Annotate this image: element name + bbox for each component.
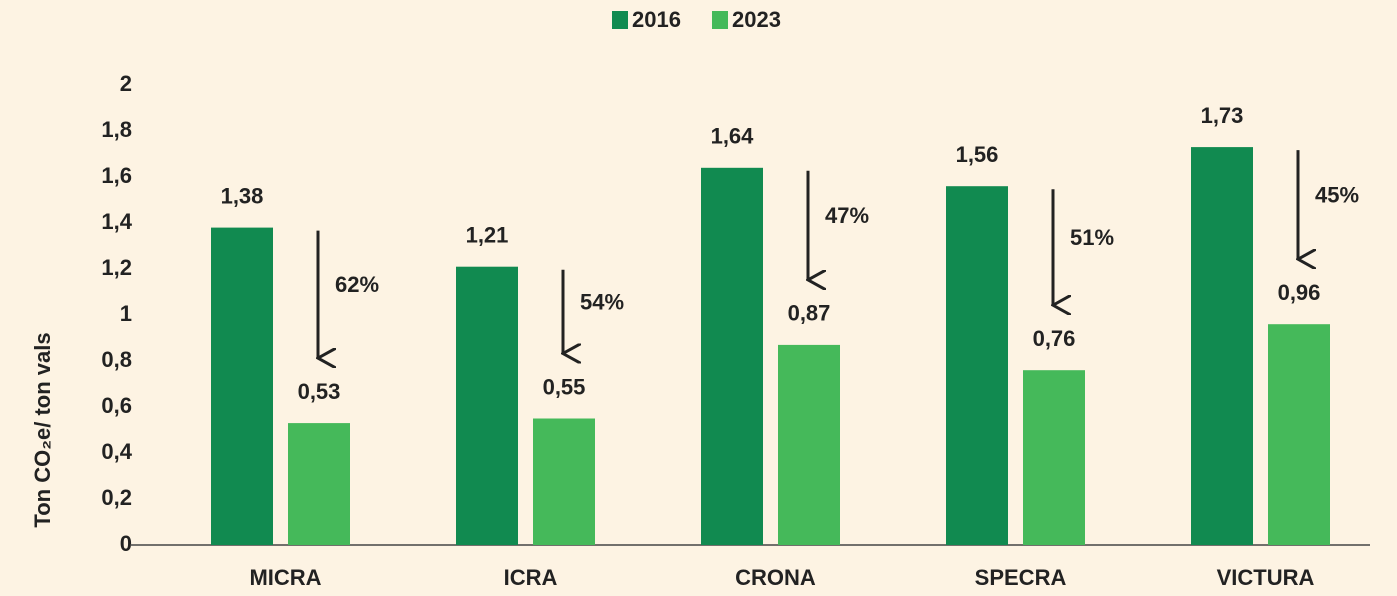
y-tick-label: 1,4 <box>101 209 132 234</box>
annotation: 45% <box>1315 182 1359 207</box>
value-label: 1,21 <box>466 223 509 248</box>
y-tick-label: 0,6 <box>101 393 132 418</box>
bar <box>211 227 273 545</box>
value-label: 0,87 <box>788 301 831 326</box>
y-tick-label: 2 <box>120 71 132 96</box>
value-label: 1,73 <box>1201 103 1244 128</box>
legend-swatch <box>612 11 628 29</box>
bar <box>946 186 1008 545</box>
x-tick-label: MICRA <box>249 565 321 590</box>
y-tick-label: 0,4 <box>101 439 132 464</box>
value-label: 0,55 <box>543 374 586 399</box>
value-label: 0,53 <box>298 379 341 404</box>
value-label: 1,38 <box>221 183 264 208</box>
value-label: 1,56 <box>956 142 999 167</box>
x-tick-label: SPECRA <box>975 565 1067 590</box>
bar <box>288 423 350 545</box>
annotation: 51% <box>1070 225 1114 250</box>
value-label: 0,76 <box>1033 326 1076 351</box>
bar <box>778 344 840 545</box>
x-tick-label: CRONA <box>735 565 816 590</box>
legend-label: 2023 <box>732 7 781 32</box>
y-tick-label: 0,8 <box>101 347 132 372</box>
legend-swatch <box>712 11 728 29</box>
bar <box>456 266 518 545</box>
y-tick-label: 1 <box>120 301 132 326</box>
bar <box>1023 370 1085 545</box>
value-label: 1,64 <box>711 124 755 149</box>
y-tick-label: 1,2 <box>101 255 132 280</box>
x-tick-label: ICRA <box>504 565 558 590</box>
annotation: 62% <box>335 272 379 297</box>
y-tick-label: 1,6 <box>101 163 132 188</box>
value-label: 0,96 <box>1278 280 1321 305</box>
annotation: 54% <box>580 289 624 314</box>
y-tick-label: 1,8 <box>101 117 132 142</box>
y-tick-label: 0 <box>120 531 132 556</box>
bar <box>1191 147 1253 545</box>
bar <box>1268 324 1330 545</box>
bar <box>533 418 595 545</box>
y-axis-label: Ton CO₂e/ ton vals <box>30 332 55 527</box>
bar <box>701 167 763 546</box>
y-tick-label: 0,2 <box>101 485 132 510</box>
legend-label: 2016 <box>632 7 681 32</box>
annotation: 47% <box>825 203 869 228</box>
x-tick-label: VICTURA <box>1217 565 1315 590</box>
